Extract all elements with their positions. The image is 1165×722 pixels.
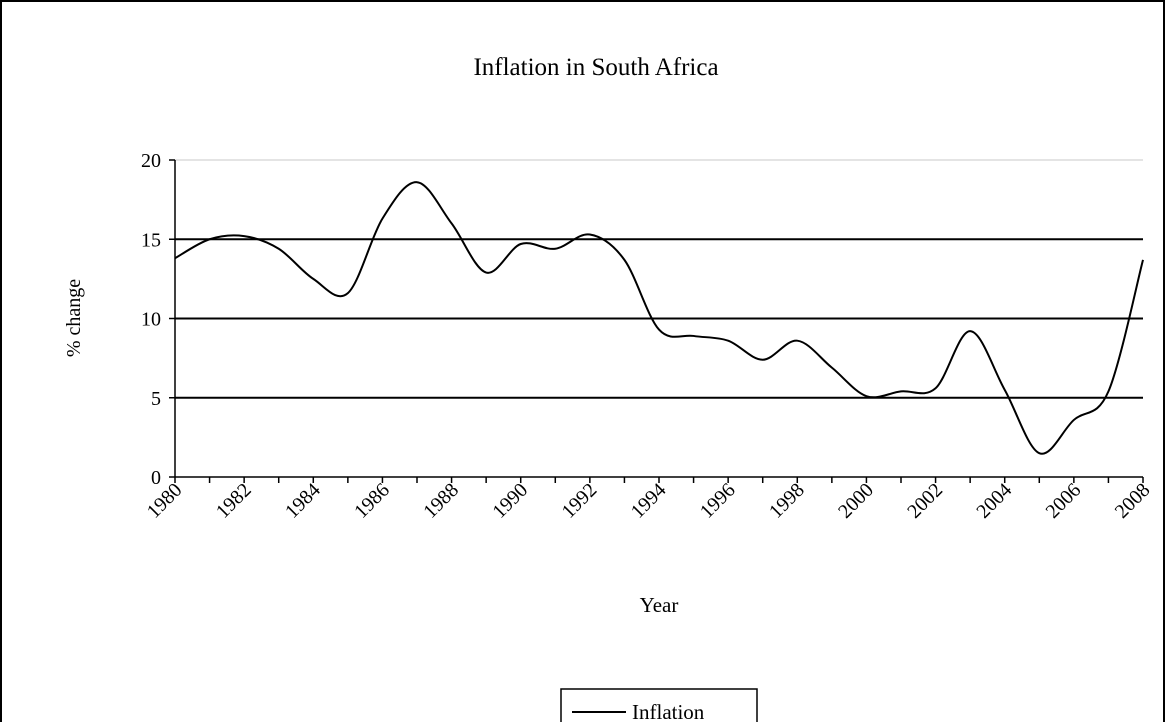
x-tick-label: 1982 bbox=[212, 479, 256, 523]
x-tick-label: 1988 bbox=[419, 479, 463, 523]
chart-title: Inflation in South Africa bbox=[473, 54, 718, 81]
x-tick-label: 1998 bbox=[765, 479, 809, 523]
x-tick-label: 1990 bbox=[488, 479, 532, 523]
y-tick-label: 5 bbox=[151, 388, 161, 410]
y-axis-label: % change bbox=[63, 279, 85, 357]
x-tick-label: 2002 bbox=[903, 479, 947, 523]
legend-box bbox=[560, 688, 758, 722]
x-tick-label: 2006 bbox=[1042, 479, 1086, 523]
x-tick-label: 1980 bbox=[143, 479, 187, 523]
y-tick-label: 15 bbox=[141, 229, 161, 251]
x-axis-label: Year bbox=[640, 593, 679, 617]
x-tick-label: 1994 bbox=[627, 479, 671, 523]
x-tick-label: 2008 bbox=[1111, 479, 1155, 523]
x-tick-label: 1984 bbox=[281, 479, 325, 523]
x-tick-label: 2000 bbox=[834, 479, 878, 523]
legend-label: Inflation bbox=[632, 700, 705, 722]
data-line bbox=[174, 181, 1144, 455]
x-tick-label: 2004 bbox=[972, 479, 1016, 523]
x-tick-label: 1992 bbox=[558, 479, 602, 523]
x-tick-label: 1986 bbox=[350, 479, 394, 523]
x-tick-label: 1996 bbox=[696, 479, 740, 523]
y-tick-label: 0 bbox=[151, 467, 161, 489]
y-tick-label: 10 bbox=[141, 309, 161, 331]
y-tick-label: 20 bbox=[141, 150, 161, 172]
